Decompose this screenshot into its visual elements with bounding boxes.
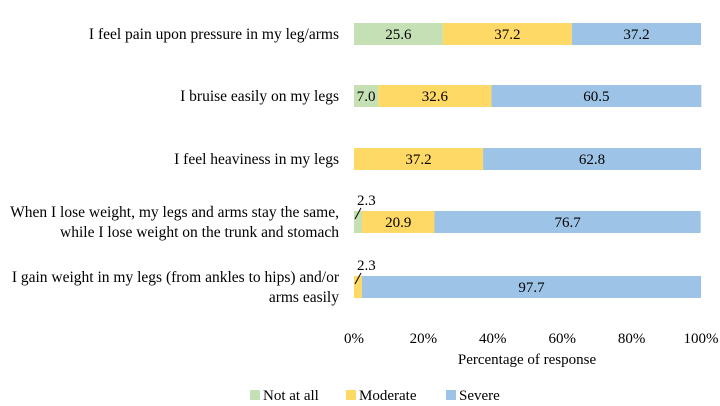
legend-label: Moderate xyxy=(359,388,417,404)
bar-group xyxy=(354,23,702,298)
x-tick-label: 80% xyxy=(618,331,646,347)
data-label: 2.3 xyxy=(357,258,376,274)
x-axis: 0% 20% 40% 60% 80% 100% xyxy=(344,331,719,347)
x-tick-label: 0% xyxy=(344,331,364,347)
legend-swatch xyxy=(250,390,260,400)
data-label: 37.2 xyxy=(494,27,520,43)
data-label-leader xyxy=(354,272,362,285)
bar-segment xyxy=(491,85,702,107)
bar-segment xyxy=(361,276,701,298)
legend-swatch xyxy=(446,390,456,400)
bar-segment xyxy=(354,276,362,298)
x-tick-label: 60% xyxy=(548,331,576,347)
data-label-group: 25.6 37.2 37.2 7.0 32.6 60.5 37.2 62.8 2.3 20.9 76… xyxy=(354,27,650,296)
data-label: 37.2 xyxy=(405,152,431,168)
category-label: I gain weight in my legs (from ankles to… xyxy=(12,269,340,286)
legend-swatch xyxy=(346,390,356,400)
bar-segment xyxy=(354,211,362,233)
data-label: 97.7 xyxy=(518,280,545,296)
data-label: 20.9 xyxy=(385,215,411,231)
legend: Not at all Moderate Severe xyxy=(250,388,500,404)
data-label: 60.5 xyxy=(583,89,609,105)
data-label-leader xyxy=(354,207,362,220)
category-label: I bruise easily on my legs xyxy=(180,88,339,105)
bar-segment xyxy=(354,85,379,107)
bar-segment xyxy=(378,85,492,107)
bar-segment xyxy=(361,211,435,233)
x-tick-label: 100% xyxy=(684,331,719,347)
category-label: arms easily xyxy=(269,289,339,306)
bar-segment xyxy=(571,23,701,45)
bar-segment xyxy=(483,148,701,170)
data-label: 62.8 xyxy=(579,152,605,168)
x-tick-label: 20% xyxy=(410,331,438,347)
data-label: 2.3 xyxy=(357,193,376,209)
data-label: 25.6 xyxy=(385,27,412,43)
bar-segment xyxy=(442,23,572,45)
data-label: 76.7 xyxy=(554,215,581,231)
category-label: When I lose weight, my legs and arms sta… xyxy=(10,204,339,221)
category-label: I feel heaviness in my legs xyxy=(174,151,339,168)
category-label: I feel pain upon pressure in my leg/arms xyxy=(89,26,339,43)
data-label: 37.2 xyxy=(623,27,649,43)
x-tick-label: 40% xyxy=(479,331,507,347)
bar-segment xyxy=(434,211,701,233)
bar-segment xyxy=(354,148,484,170)
legend-label: Not at all xyxy=(263,388,319,404)
bar-segment xyxy=(354,23,443,45)
data-label: 7.0 xyxy=(357,89,376,105)
legend-label: Severe xyxy=(459,388,500,404)
data-label: 32.6 xyxy=(422,89,449,105)
category-label: while I lose weight on the trunk and sto… xyxy=(60,224,339,241)
category-label-group: I feel pain upon pressure in my leg/arms… xyxy=(10,26,340,306)
x-axis-title: Percentage of response xyxy=(458,352,597,368)
